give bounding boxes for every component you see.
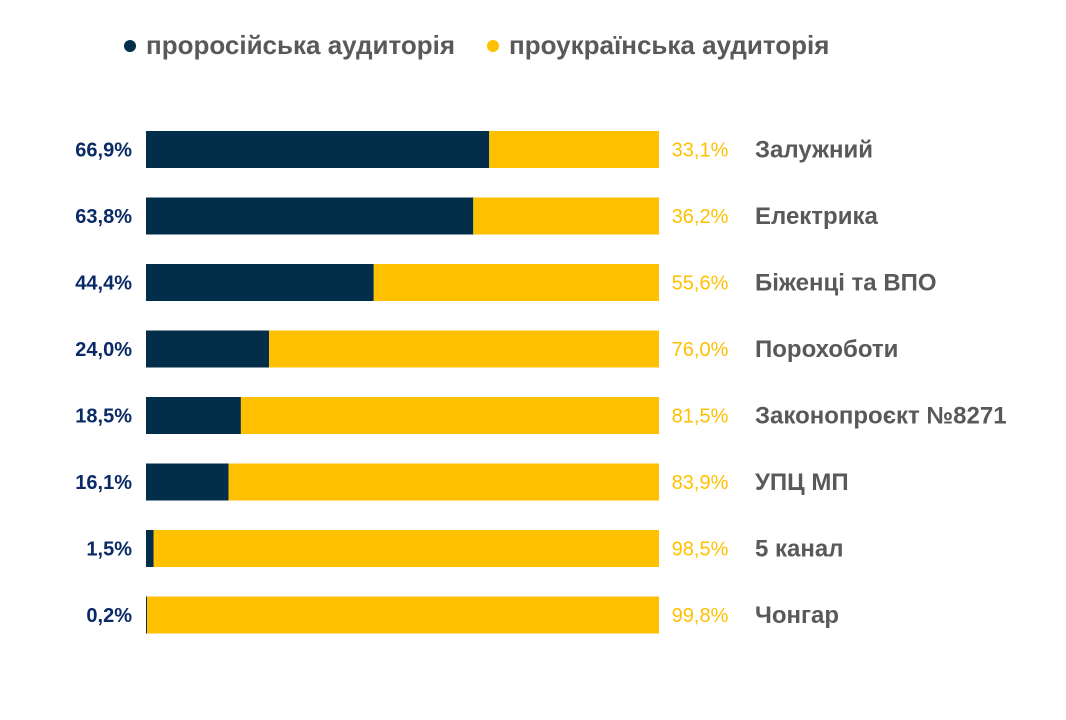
category-label: Електрика xyxy=(755,203,878,230)
bar-segment-prorussian xyxy=(146,397,241,434)
bar-segment-prorussian xyxy=(146,197,474,235)
category-label: Порохоботи xyxy=(755,336,898,363)
value-label-prorussian: 1,5% xyxy=(86,539,132,561)
category-label: Законопроєкт №8271 xyxy=(755,403,1007,430)
bar-segment-proukrainian xyxy=(240,397,659,434)
bar-segment-prorussian xyxy=(146,330,270,368)
legend-label: проукраїнська аудиторія xyxy=(509,30,830,60)
value-label-proukrainian: 76,0% xyxy=(672,339,729,361)
category-label: Біженці та ВПО xyxy=(755,270,937,297)
value-label-proukrainian: 36,2% xyxy=(672,206,729,228)
legend-item-prorussian: проросійська аудиторія xyxy=(124,30,455,61)
value-label-prorussian: 24,0% xyxy=(75,339,132,361)
category-label: Чонгар xyxy=(755,602,839,629)
bar-segment-proukrainian xyxy=(373,264,659,301)
value-label-prorussian: 44,4% xyxy=(75,273,132,295)
bar-segment-proukrainian xyxy=(269,330,659,368)
value-label-proukrainian: 99,8% xyxy=(672,605,729,627)
value-label-proukrainian: 83,9% xyxy=(672,472,729,494)
value-label-proukrainian: 55,6% xyxy=(672,273,729,295)
value-label-proukrainian: 33,1% xyxy=(672,140,729,162)
category-label: УПЦ МП xyxy=(755,469,849,496)
bar-segment-proukrainian xyxy=(153,530,659,567)
category-label: 5 канал xyxy=(755,536,843,563)
bar-segment-prorussian xyxy=(146,463,229,501)
value-label-proukrainian: 81,5% xyxy=(672,406,729,428)
chart-legend: проросійська аудиторія проукраїнська ауд… xyxy=(124,30,861,61)
bar-segment-prorussian xyxy=(146,131,490,168)
legend-label: проросійська аудиторія xyxy=(146,30,456,60)
value-label-proukrainian: 98,5% xyxy=(672,539,729,561)
bar-segment-prorussian xyxy=(146,264,374,301)
bar-segment-proukrainian xyxy=(228,463,659,501)
category-label: Залужний xyxy=(755,137,873,164)
legend-dot-icon xyxy=(487,39,500,52)
value-label-prorussian: 18,5% xyxy=(75,406,132,428)
bar-segment-prorussian xyxy=(146,596,148,634)
bar-segment-proukrainian xyxy=(147,596,659,634)
value-label-prorussian: 66,9% xyxy=(75,140,132,162)
bar-segment-proukrainian xyxy=(473,197,659,235)
bar-segment-prorussian xyxy=(146,530,154,567)
legend-dot-icon xyxy=(124,39,136,52)
legend-item-proukrainian: проукраїнська аудиторія xyxy=(487,30,829,61)
value-label-prorussian: 16,1% xyxy=(75,472,132,494)
value-label-prorussian: 0,2% xyxy=(86,605,132,627)
value-label-prorussian: 63,8% xyxy=(75,206,132,228)
bar-segment-proukrainian xyxy=(489,131,659,168)
